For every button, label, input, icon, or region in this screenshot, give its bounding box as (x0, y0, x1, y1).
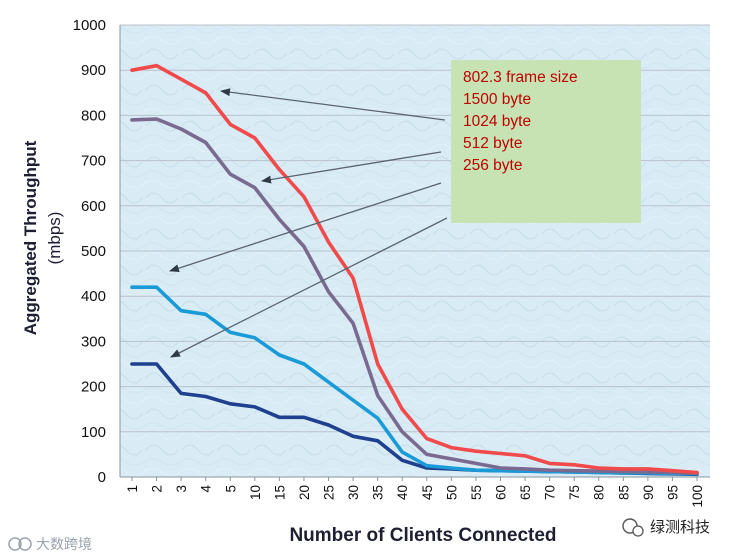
y-tick-label: 0 (98, 469, 106, 486)
legend-entry-1024-byte: 1024 byte (463, 113, 531, 130)
x-tick-label: 65 (518, 485, 533, 500)
x-tick-label: 20 (297, 485, 312, 500)
series-line-1024-byte (130, 117, 699, 476)
watermark-logo-icon-2 (18, 537, 32, 551)
annotation-arrows (169, 88, 448, 358)
y-tick-label: 200 (81, 379, 106, 396)
x-tick-label: 4 (199, 485, 214, 493)
watermark-right-text: 绿测科技 (650, 518, 710, 536)
y-tick-label: 300 (81, 333, 106, 350)
y-axis-unit: (mbps) (45, 212, 64, 265)
y-tick-label: 100 (81, 424, 106, 441)
watermark-right: 绿测科技 (622, 518, 710, 537)
x-axis-ticks: 1 2 3 4 5 10 15 20 25 30 35 40 45 50 55 60 65 70 75 80 85 90 9… (125, 477, 705, 508)
x-tick-label: 90 (641, 485, 656, 500)
y-axis-ticks: 0 100 200 300 400 500 600 700 800 900 1000 (73, 17, 106, 486)
y-tick-label: 1000 (73, 17, 106, 34)
x-axis-title: Number of Clients Connected (289, 525, 556, 546)
watermark-left: 大数跨境 (8, 537, 92, 553)
legend-box (451, 60, 641, 223)
y-tick-label: 400 (81, 288, 106, 305)
x-tick-label: 5 (223, 485, 238, 493)
x-tick-label: 1 (125, 485, 140, 493)
arrow-1024-byte (261, 151, 442, 184)
arrow-256-byte (170, 217, 448, 358)
x-tick-label: 40 (395, 485, 410, 500)
series-line-1500-byte (130, 63, 699, 475)
legend: 802.3 frame size 1500 byte 1024 byte 512 b… (463, 69, 578, 174)
x-tick-label: 75 (567, 485, 582, 500)
x-tick-label: 30 (346, 485, 361, 500)
arrow-1500-byte (220, 88, 446, 121)
x-tick-label: 45 (420, 485, 435, 500)
x-tick-label: 85 (616, 485, 631, 500)
x-tick-label: 10 (248, 485, 263, 500)
wechat-icon-small (632, 525, 644, 537)
x-tick-label: 50 (444, 485, 459, 500)
x-tick-label: 95 (665, 485, 680, 500)
x-tick-label: 80 (592, 485, 607, 500)
legend-title: 802.3 frame size (463, 69, 578, 86)
x-tick-label: 70 (543, 485, 558, 500)
y-tick-label: 700 (81, 153, 106, 170)
y-tick-label: 500 (81, 243, 106, 260)
y-tick-label: 600 (81, 198, 106, 215)
arrow-512-byte (169, 182, 442, 273)
legend-entry-512-byte: 512 byte (463, 135, 522, 152)
x-tick-label: 3 (174, 485, 189, 493)
watermark-logo-icon (8, 537, 22, 551)
watermark-left-text: 大数跨境 (36, 537, 92, 553)
x-tick-label: 25 (322, 485, 337, 500)
x-tick-label: 60 (493, 485, 508, 500)
x-tick-label: 2 (150, 485, 165, 493)
x-tick-label: 35 (371, 485, 386, 500)
x-tick-label: 15 (272, 485, 287, 500)
y-tick-label: 900 (81, 62, 106, 79)
x-tick-label: 55 (469, 485, 484, 500)
y-axis-title: Aggregated Throughput (21, 140, 40, 335)
x-tick-label: 100 (690, 485, 705, 508)
y-tick-label: 800 (81, 107, 106, 124)
legend-entry-256-byte: 256 byte (463, 157, 522, 174)
legend-entry-1500-byte: 1500 byte (463, 91, 531, 108)
